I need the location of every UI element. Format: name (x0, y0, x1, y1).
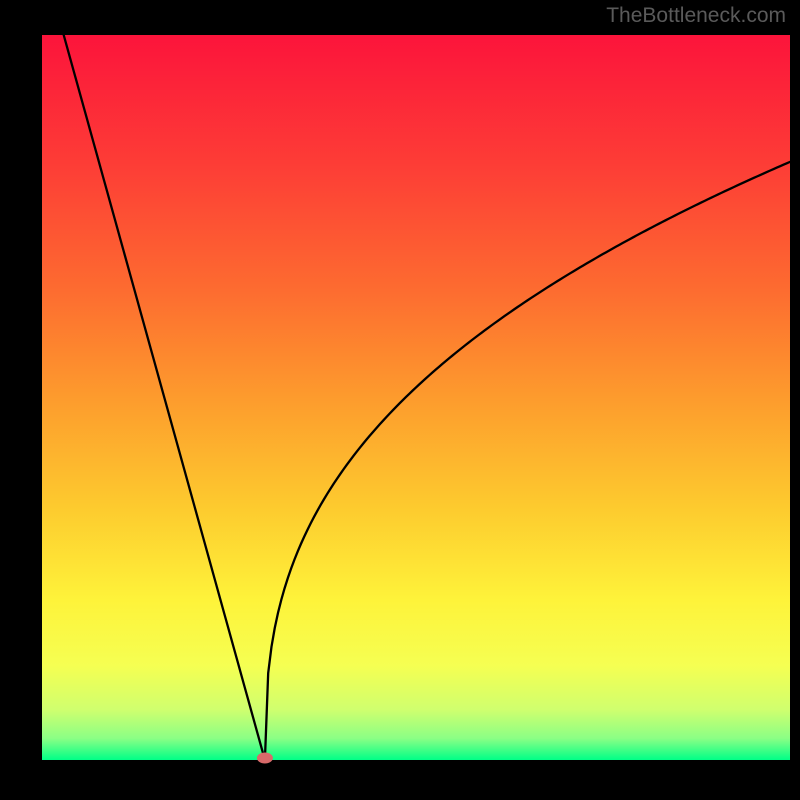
bottleneck-chart (0, 0, 800, 800)
optimum-marker (257, 753, 273, 764)
chart-container: TheBottleneck.com (0, 0, 800, 800)
watermark-text: TheBottleneck.com (606, 4, 786, 28)
